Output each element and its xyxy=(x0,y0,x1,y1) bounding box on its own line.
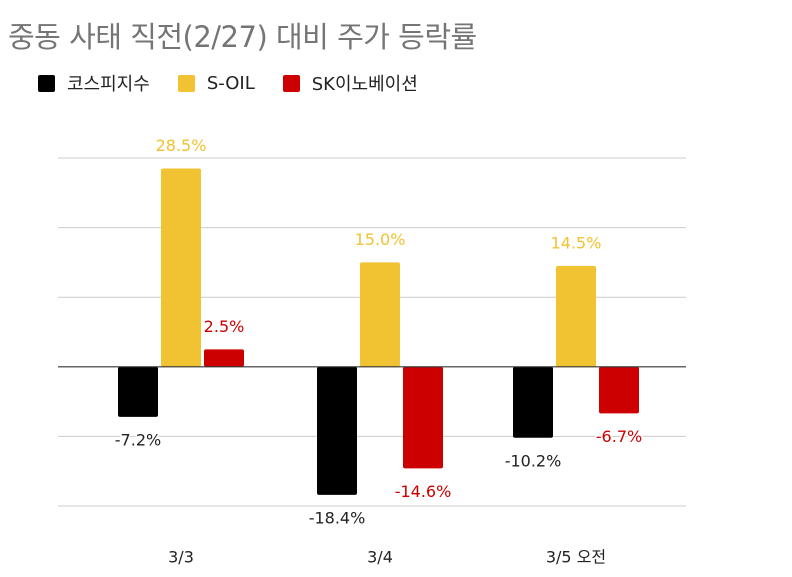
legend-label: S-OIL xyxy=(206,72,255,94)
legend-item: S-OIL xyxy=(177,72,255,94)
legend-item: 코스피지수 xyxy=(38,70,150,96)
data-label: 28.5% xyxy=(156,136,207,155)
data-label: -14.6% xyxy=(395,482,452,501)
bar xyxy=(317,366,357,495)
data-label: -18.4% xyxy=(309,508,366,527)
bar xyxy=(599,366,639,414)
bar xyxy=(360,262,400,367)
bar xyxy=(513,366,553,438)
bar xyxy=(161,168,201,367)
bar xyxy=(556,265,596,367)
legend-swatch xyxy=(38,74,55,92)
data-label: -10.2% xyxy=(505,451,562,470)
x-tick-label: 3/5 오전 xyxy=(546,548,606,567)
data-label: -7.2% xyxy=(115,430,161,449)
legend: 코스피지수 S-OIL SK이노베이션 xyxy=(38,70,446,96)
legend-item: SK이노베이션 xyxy=(282,70,418,96)
data-label: 15.0% xyxy=(355,230,406,249)
legend-swatch xyxy=(282,74,300,92)
bar xyxy=(403,366,443,469)
data-label: 2.5% xyxy=(204,317,245,336)
legend-label: SK이노베이션 xyxy=(311,74,418,95)
data-label: -6.7% xyxy=(596,427,642,446)
bar xyxy=(118,366,158,417)
x-tick-label: 3/3 xyxy=(168,548,194,567)
legend-label: 코스피지수 xyxy=(67,74,150,95)
chart-title: 중동 사태 직전(2/27) 대비 주가 등락률 xyxy=(8,20,477,54)
data-label: 14.5% xyxy=(551,233,602,252)
bar xyxy=(204,349,244,367)
legend-swatch xyxy=(177,74,195,92)
x-tick-label: 3/4 xyxy=(367,548,393,567)
